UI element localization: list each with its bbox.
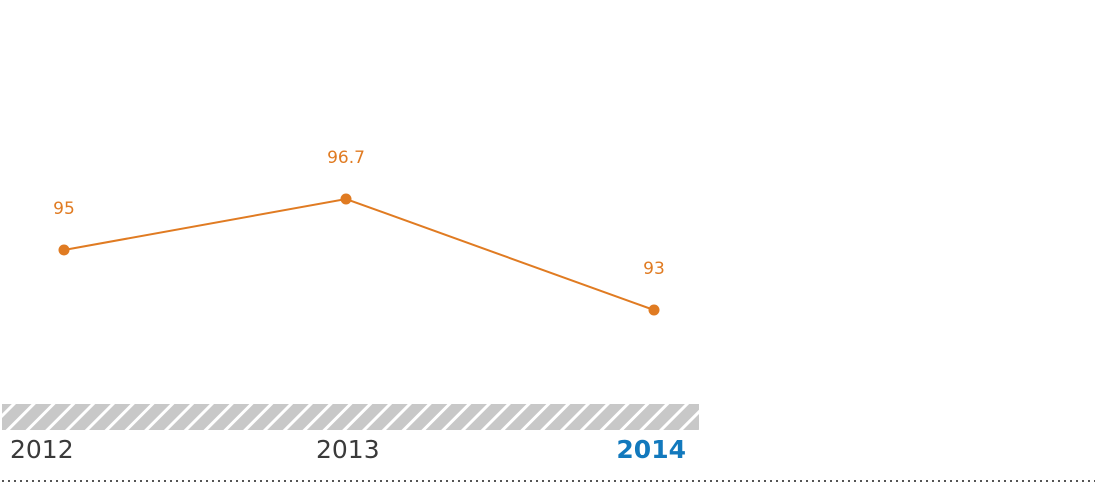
value-label-2012: 95: [53, 199, 75, 219]
value-label-2013: 96.7: [327, 148, 365, 168]
data-point-2014: [648, 304, 660, 316]
x-tick-label-2012: 2012: [10, 435, 74, 464]
x-tick-label-2013: 2013: [316, 435, 380, 464]
data-point-2013: [340, 193, 352, 205]
value-label-2014: 93: [643, 259, 665, 279]
axis-band: [2, 404, 699, 430]
series-layer: [58, 193, 660, 316]
value-labels: 95 96.7 93: [53, 148, 665, 279]
series-line: [63, 197, 655, 311]
x-tick-label-2014: 2014: [616, 435, 686, 464]
x-tick-labels: 2012 2013 2014: [10, 435, 686, 464]
data-point-2012: [58, 244, 70, 256]
